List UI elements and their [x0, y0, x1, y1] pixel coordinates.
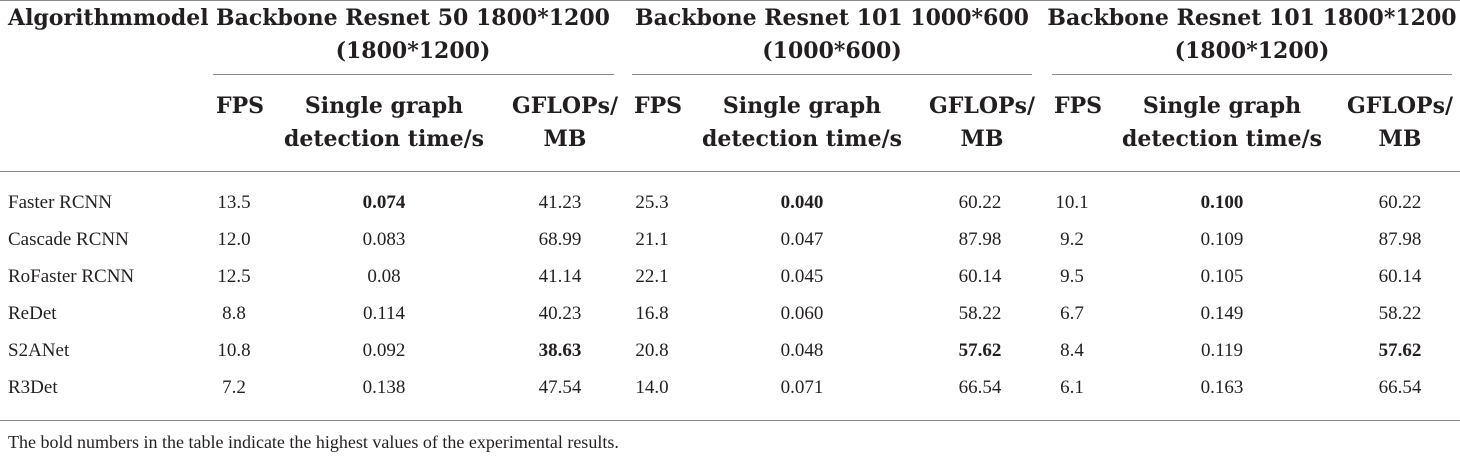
- column-header: Single graph: [722, 93, 882, 119]
- group-header-subtitle: (1800*1200): [335, 38, 491, 64]
- table-cell: 0.040: [780, 192, 824, 213]
- table-cell: 0.138: [362, 377, 406, 398]
- table-cell: 9.2: [1060, 229, 1084, 250]
- table-cell: 0.092: [362, 340, 406, 361]
- column-header: Single graph: [304, 93, 464, 119]
- table-cell: 22.1: [635, 266, 669, 287]
- table-cell: 40.23: [538, 303, 582, 324]
- table-cell: 0.048: [780, 340, 824, 361]
- table-cell: 60.22: [958, 192, 1002, 213]
- table-footnote: The bold numbers in the table indicate t…: [8, 432, 619, 452]
- table-cell: 14.0: [635, 377, 669, 398]
- table-cell: 60.14: [1378, 266, 1422, 287]
- table-cell: 0.071: [780, 377, 824, 398]
- table-cell: 57.62: [1378, 340, 1422, 361]
- row-model-name: R3Det: [8, 377, 58, 398]
- column-header: detection time/s: [1122, 126, 1322, 152]
- row-model-name: Faster RCNN: [8, 192, 112, 213]
- table-cell: 0.047: [780, 229, 824, 250]
- table-cell: 58.22: [1378, 303, 1422, 324]
- column-header: FPS: [216, 93, 265, 119]
- table-cell: 12.5: [217, 266, 251, 287]
- table-cell: 60.22: [1378, 192, 1422, 213]
- table-cell: 9.5: [1060, 266, 1084, 287]
- table-cell: 0.060: [780, 303, 824, 324]
- table-cell: 7.2: [222, 377, 246, 398]
- table-cell: 0.119: [1200, 340, 1244, 361]
- table-cell: 13.5: [217, 192, 251, 213]
- table-cell: 16.8: [635, 303, 669, 324]
- table-cell: 25.3: [635, 192, 669, 213]
- table-top-rule: [0, 0, 1460, 1]
- column-header: FPS: [634, 93, 683, 119]
- column-header: MB: [1378, 126, 1422, 152]
- table-cell: 38.63: [538, 340, 582, 361]
- table-cell: 87.98: [1378, 229, 1422, 250]
- header-bottom-rule: [0, 171, 1460, 172]
- table-cell: 6.1: [1060, 377, 1084, 398]
- table-cell: 0.08: [367, 266, 401, 287]
- table-bottom-rule: [0, 420, 1460, 421]
- table-cell: 57.62: [958, 340, 1002, 361]
- column-header: Single graph: [1142, 93, 1302, 119]
- row-model-name: Cascade RCNN: [8, 229, 129, 250]
- group-header-subtitle: (1800*1200): [1174, 38, 1330, 64]
- table-cell: 12.0: [217, 229, 251, 250]
- column-header: FPS: [1054, 93, 1103, 119]
- table-cell: 66.54: [1378, 377, 1422, 398]
- table-cell: 20.8: [635, 340, 669, 361]
- column-header: detection time/s: [702, 126, 902, 152]
- group-header-rule: [1052, 74, 1452, 75]
- table-cell: 0.149: [1200, 303, 1244, 324]
- row-model-name: S2ANet: [8, 340, 70, 361]
- group-header-rule: [632, 74, 1032, 75]
- stub-header: Algorithmmodel: [8, 5, 209, 31]
- table-cell: 0.109: [1200, 229, 1244, 250]
- row-model-name: RoFaster RCNN: [8, 266, 135, 287]
- table-cell: 0.105: [1200, 266, 1244, 287]
- table-cell: 0.083: [362, 229, 406, 250]
- group-header-title: Backbone Resnet 50 1800*1200: [216, 5, 610, 31]
- table-cell: 0.045: [780, 266, 824, 287]
- column-header: MB: [960, 126, 1004, 152]
- table-cell: 0.074: [362, 192, 406, 213]
- table-cell: 10.8: [217, 340, 251, 361]
- table-cell: 0.163: [1200, 377, 1244, 398]
- table-cell: 58.22: [958, 303, 1002, 324]
- table-cell: 87.98: [958, 229, 1002, 250]
- column-header: GFLOPs/: [1346, 93, 1453, 119]
- table-cell: 41.14: [538, 266, 582, 287]
- row-model-name: ReDet: [8, 303, 57, 324]
- column-header: MB: [543, 126, 587, 152]
- group-header-title: Backbone Resnet 101 1800*1200: [1047, 5, 1457, 31]
- column-header: detection time/s: [284, 126, 484, 152]
- table-cell: 0.100: [1200, 192, 1244, 213]
- table-cell: 66.54: [958, 377, 1002, 398]
- table-cell: 0.114: [362, 303, 406, 324]
- table-cell: 60.14: [958, 266, 1002, 287]
- table-cell: 8.4: [1060, 340, 1084, 361]
- table-cell: 6.7: [1060, 303, 1084, 324]
- table-cell: 47.54: [538, 377, 582, 398]
- table-cell: 10.1: [1055, 192, 1089, 213]
- table-cell: 8.8: [222, 303, 246, 324]
- table-cell: 68.99: [538, 229, 582, 250]
- group-header-rule: [213, 74, 614, 75]
- table-cell: 21.1: [635, 229, 669, 250]
- column-header: GFLOPs/: [511, 93, 618, 119]
- column-header: GFLOPs/: [928, 93, 1035, 119]
- table-cell: 41.23: [538, 192, 582, 213]
- group-header-title: Backbone Resnet 101 1000*600: [635, 5, 1029, 31]
- group-header-subtitle: (1000*600): [762, 38, 902, 64]
